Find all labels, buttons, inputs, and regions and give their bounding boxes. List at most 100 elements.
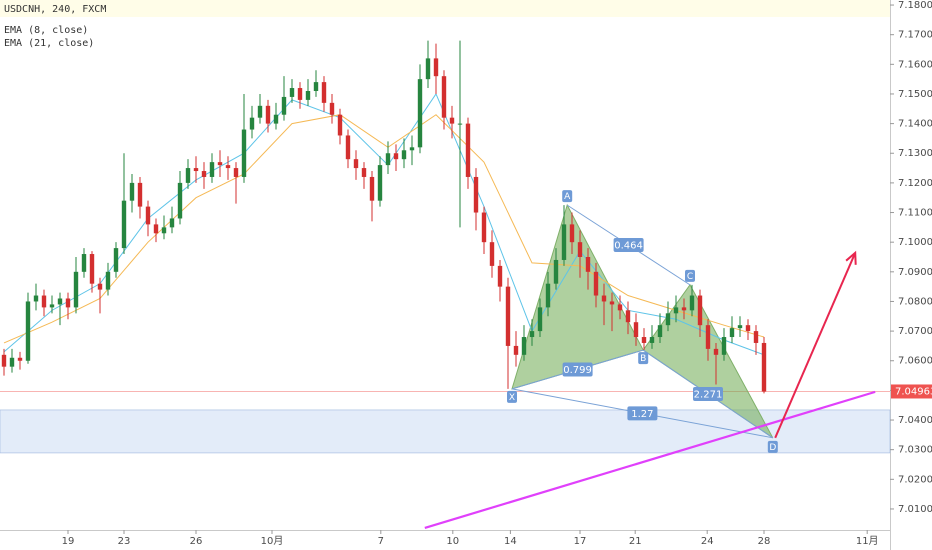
candle-body [713,348,719,355]
candle-body [297,88,303,100]
candle-body [161,227,167,234]
x-tick-label: 17 [574,536,587,547]
y-tick-label: 7.09000 [898,267,932,278]
candle-body [425,58,431,80]
indicator-label: EMA (21, close) [4,38,94,49]
candle-body [153,224,159,234]
candle-body [249,117,255,130]
y-tick-label: 7.07000 [898,326,932,337]
candle-body [449,117,455,124]
candle-body [753,331,759,343]
candle-body [473,176,479,213]
candle-body [57,298,63,305]
y-tick-label: 7.15000 [898,89,932,100]
candle-body [145,206,151,225]
candle-body [393,153,399,160]
candle-body [529,331,535,338]
ema-line [3,92,765,356]
point-label: D [769,443,776,453]
candle-body [265,105,271,124]
candle-body [345,135,351,160]
candle-body [433,58,439,77]
candle-body [721,337,727,355]
candle-body [441,76,447,118]
x-tick-label: 14 [504,536,517,547]
candle-body [625,310,631,323]
ratio-label-box [627,406,658,421]
y-tick-label: 7.17000 [898,30,932,41]
candles-layer [1,40,767,394]
candle-body [689,295,695,311]
y-tick-label: 7.11000 [898,208,932,219]
ratio-label-box [613,237,644,252]
candle-body [1,354,7,367]
ratio-label-box [693,386,723,401]
candle-body [137,182,143,207]
candle-body [585,256,591,272]
candle-body [233,168,239,177]
x-tick-label: 10 [446,536,459,547]
candle-body [537,307,543,332]
candle-body [729,328,735,338]
header-band [0,0,890,17]
candle-body [497,265,503,287]
candle-body [737,325,743,329]
candle-body [25,301,31,361]
y-tick-label: 7.06000 [898,356,932,367]
candle-body [169,218,175,228]
trend-line [424,390,876,529]
candle-body [273,114,279,124]
candle-body [113,248,119,272]
candle-body [569,224,575,243]
point-label-box [638,352,649,365]
candle-body [105,271,111,290]
candle-body [89,254,95,284]
candle-body [177,182,183,219]
point-label-box [767,440,778,453]
candle-body [545,283,551,308]
candle-body [409,147,415,151]
candle-body [225,165,231,169]
y-tick-label: 7.03000 [898,445,932,456]
y-tick-label: 7.04000 [898,415,932,426]
y-tick-label: 7.10000 [898,237,932,248]
candle-body [201,171,207,177]
price-label: 7.04963 [895,386,932,397]
candle-body [329,102,335,115]
ema-line [3,114,765,344]
y-tick-label: 7.13000 [898,148,932,159]
candle-body [521,337,527,355]
candle-body [361,168,367,177]
x-tick-label: 7 [378,536,384,547]
symbol-title: USDCNH, 240, FXCM [4,4,106,15]
ratio-label: 2.271 [694,389,723,400]
overlay-layer: X A B C D 0.464 0.799 2.271 1.27 [424,190,876,529]
y-tick-label: 7.16000 [898,59,932,70]
candle-body [657,325,663,338]
candle-body [33,295,39,302]
y-tick-label: 7.18000 [898,0,932,11]
candle-body [561,224,567,260]
candle-body [649,337,655,343]
x-tick-label: 23 [118,536,131,547]
y-tick-label: 7.12000 [898,178,932,189]
candle-body [745,325,751,332]
ratio-label-box [562,362,593,377]
x-tick-label: 10月 [261,535,284,547]
candle-body [305,91,311,100]
candle-body [385,153,391,166]
candle-body [513,345,519,355]
point-label-box [507,390,517,403]
candle-body [281,96,287,115]
pattern-triangle [511,203,644,390]
x-tick-label: 24 [701,536,714,547]
candle-body [665,313,671,326]
candle-body [401,150,407,160]
arrow-head [845,250,857,265]
candle-body [9,357,15,367]
candle-body [17,357,23,361]
point-label-box [685,269,695,282]
candle-body [673,307,679,314]
candle-body [761,342,767,392]
